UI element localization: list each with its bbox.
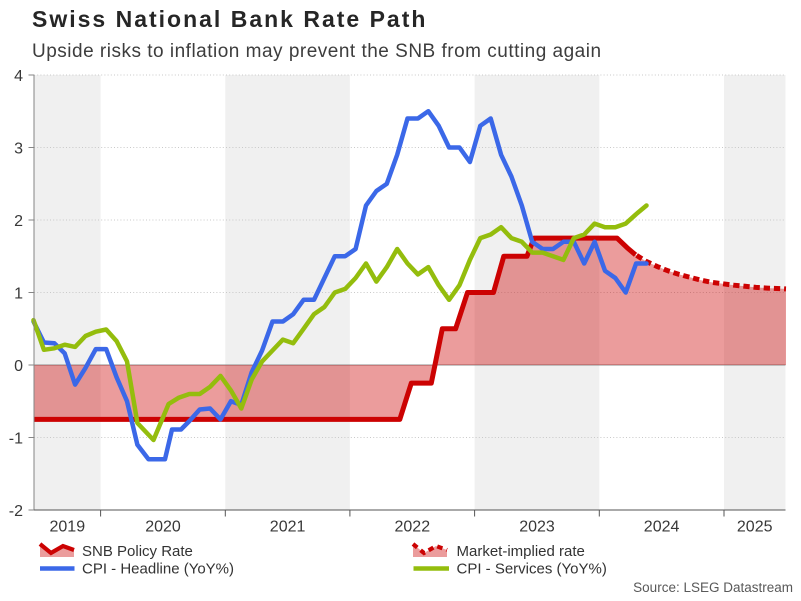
svg-text:Market-implied rate: Market-implied rate [457,543,585,560]
svg-text:-2: -2 [9,503,23,520]
svg-text:2020: 2020 [145,519,181,536]
svg-text:1: 1 [14,285,23,302]
svg-text:SNB Policy Rate: SNB Policy Rate [82,543,193,560]
svg-text:Source: LSEG Datastream: Source: LSEG Datastream [633,580,793,595]
svg-text:2024: 2024 [644,519,680,536]
svg-text:CPI - Headline (YoY%): CPI - Headline (YoY%) [82,561,234,578]
svg-text:3: 3 [14,140,23,157]
svg-text:0: 0 [14,358,23,375]
svg-text:2023: 2023 [519,519,555,536]
svg-text:4: 4 [14,68,23,85]
svg-text:-1: -1 [9,430,23,447]
svg-text:2021: 2021 [270,519,306,536]
svg-text:2: 2 [14,213,23,230]
svg-text:2022: 2022 [395,519,431,536]
svg-text:2019: 2019 [50,519,86,536]
svg-text:2025: 2025 [737,519,773,536]
svg-text:CPI - Services (YoY%): CPI - Services (YoY%) [457,561,607,578]
